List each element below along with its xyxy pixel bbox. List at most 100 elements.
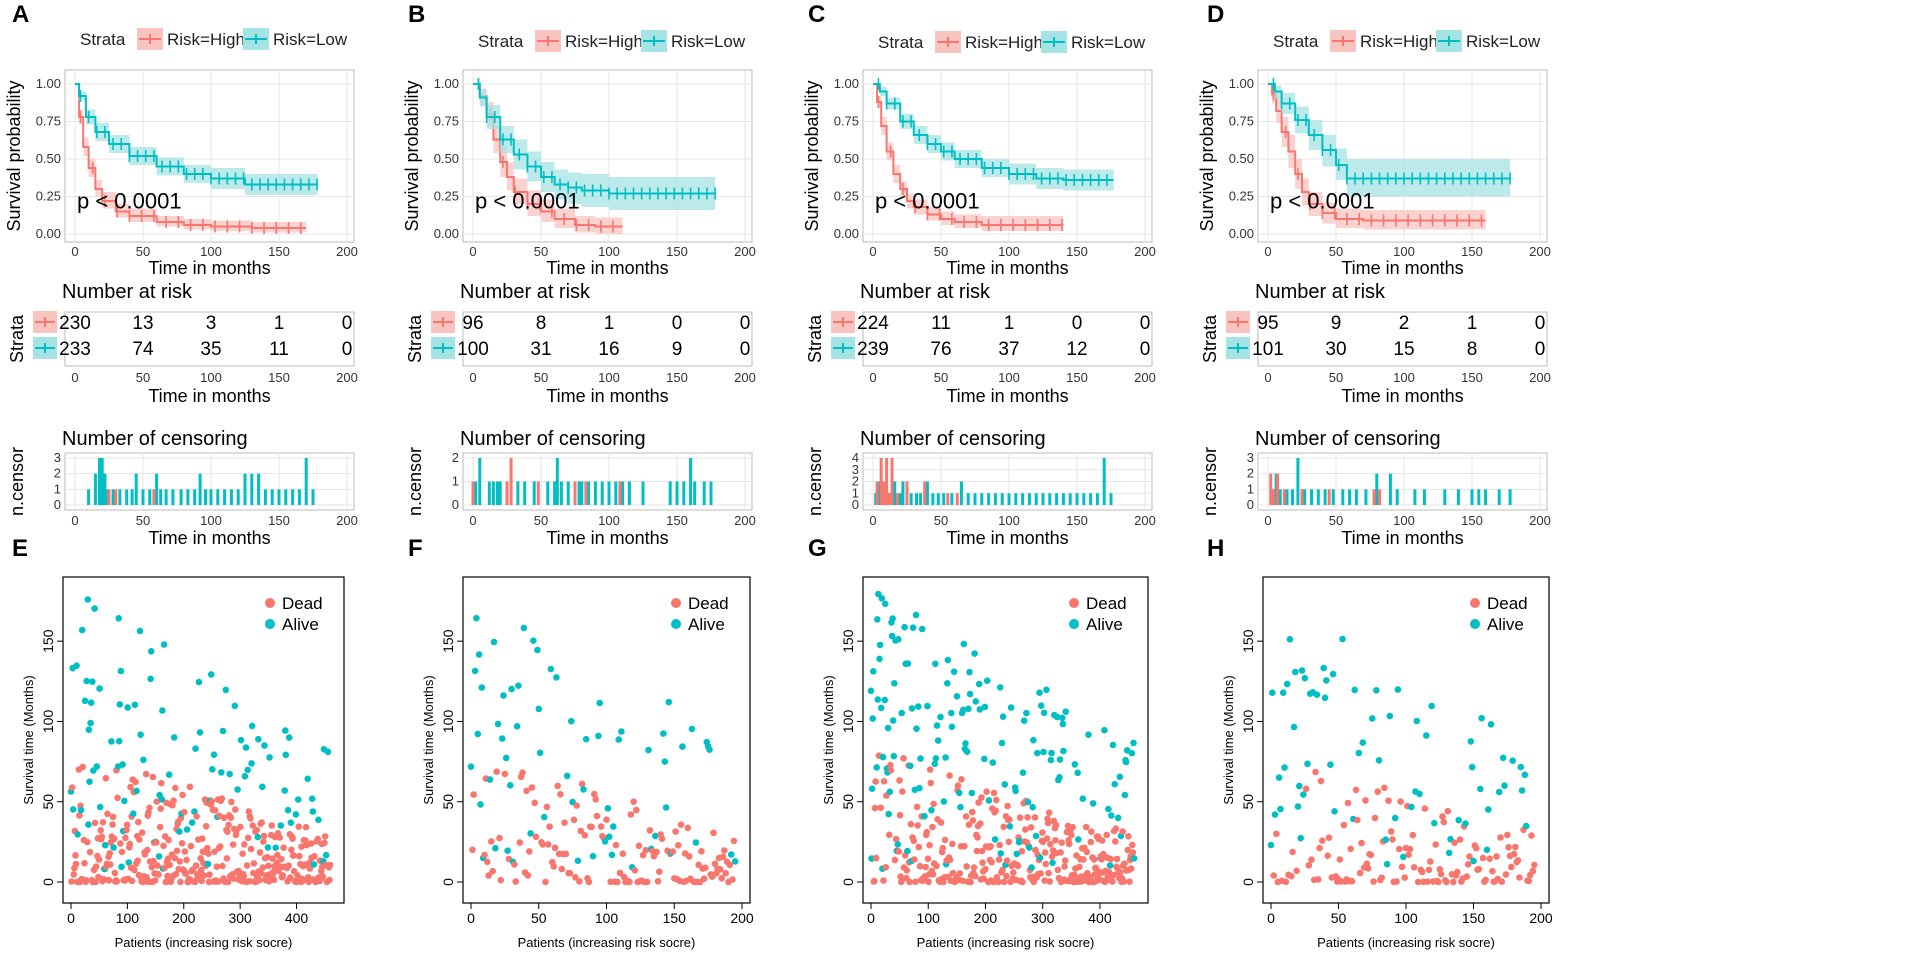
scatter-point-alive [1478, 714, 1485, 722]
scatter-point-dead [1493, 853, 1500, 860]
scatter-point-dead [979, 859, 986, 866]
risk-x-axis-title: Time in months [546, 386, 668, 406]
scatter-point-dead [1475, 865, 1483, 873]
scatter-point-alive [84, 596, 92, 603]
censor-bar-low [284, 489, 288, 505]
km-x-tick-label: 100 [1393, 244, 1415, 259]
censor-bar-low [915, 493, 919, 505]
censor-bar-low [909, 493, 913, 505]
scatter-point-dead [253, 826, 260, 834]
scatter-point-dead [937, 819, 945, 826]
scatter-point-dead [872, 854, 880, 862]
scatter-point-alive [904, 847, 911, 855]
censor-bar-low [546, 481, 550, 505]
scatter-point-dead [1057, 849, 1064, 856]
scatter-point-dead [969, 808, 976, 816]
censor-x-tick-label: 0 [71, 513, 78, 528]
scatter-point-alive [1059, 714, 1066, 722]
scatter-point-alive [913, 725, 920, 732]
censor-y-tick-label: 3 [54, 450, 61, 465]
scatter-point-dead [1437, 870, 1445, 878]
scatter-point-dead [148, 863, 156, 871]
scatter-point-alive [890, 752, 898, 760]
scatter-point-dead [256, 849, 264, 856]
censor-bar-low [209, 489, 213, 505]
risk-table-y-title: Strata [1200, 314, 1220, 363]
scatter-point-alive [1089, 800, 1097, 807]
scatter-point-dead [543, 803, 551, 811]
scatter-point-alive [272, 844, 280, 851]
scatter-point-dead [635, 842, 643, 850]
p-value: p < 0.0001 [1270, 189, 1375, 214]
scatter-point-alive [234, 786, 241, 793]
panel-letter-c: C [808, 1, 825, 28]
scatter-point-alive [1522, 822, 1530, 830]
scatter-y-tick-label: 0 [840, 878, 856, 886]
scatter-point-alive [231, 702, 239, 710]
scatter-y-tick-label: 0 [1240, 878, 1256, 886]
censor-bar-high [879, 458, 883, 505]
scatter-point-dead [593, 812, 601, 820]
scatter-point-dead [227, 814, 235, 821]
scatter-point-dead [1003, 872, 1010, 880]
scatter-x-tick-label: 300 [228, 910, 252, 926]
scatter-point-dead [91, 819, 99, 827]
scatter-point-alive [1106, 862, 1114, 869]
scatter-point-dead [246, 878, 253, 885]
scatter-point-alive [116, 701, 124, 708]
scatter-point-dead [153, 839, 160, 846]
scatter-point-dead [519, 769, 526, 776]
scatter-point-alive [874, 696, 882, 703]
censor-bar-low [614, 481, 618, 505]
censor-x-axis-title: Time in months [148, 528, 270, 548]
scatter-point-alive [1114, 814, 1122, 822]
risk-count-low: 8 [1467, 339, 1478, 360]
scatter-point-alive [118, 863, 125, 871]
scatter-point-alive [645, 746, 652, 754]
scatter-point-dead [895, 848, 903, 855]
km-panel-a: A Strata Risk=High Risk=Low 0.00 0.25 0.50 0.75… [4, 1, 358, 548]
scatter-point-alive [1128, 749, 1136, 757]
km-y-tick-label: 1.00 [36, 76, 61, 91]
scatter-point-dead [929, 823, 936, 831]
scatter-point-alive [981, 755, 988, 763]
scatter-point-dead [269, 855, 276, 862]
scatter-point-alive [490, 638, 498, 646]
censor-bar-low [263, 489, 267, 505]
scatter-point-dead [161, 864, 168, 872]
scatter-point-dead [183, 856, 190, 864]
scatter-point-alive [137, 731, 144, 738]
risk-table-frame [1257, 311, 1548, 367]
censor-bar-low [987, 493, 991, 505]
risk-count-low: 31 [530, 339, 551, 360]
scatter-point-dead [1512, 843, 1519, 851]
censor-bar-low [1375, 473, 1379, 505]
scatter-point-dead [603, 816, 610, 823]
scatter-point-dead [1444, 807, 1452, 815]
scatter-point-alive [873, 764, 880, 771]
scatter-point-dead [1112, 825, 1120, 832]
scatter-point-alive [547, 665, 555, 673]
scatter-point-alive [1275, 774, 1283, 781]
censor-bar-low [516, 481, 520, 505]
censor-bar-high [890, 458, 894, 505]
scatter-point-dead [1098, 837, 1106, 844]
scatter-legend-label-alive: Alive [688, 615, 725, 634]
scatter-point-alive [963, 748, 971, 755]
scatter-point-alive [915, 703, 922, 710]
scatter-point-dead [1389, 836, 1396, 843]
risk-x-tick-label: 0 [469, 370, 476, 385]
scatter-point-alive [1101, 726, 1108, 734]
scatter-point-dead [296, 852, 303, 860]
scatter-point-dead [557, 791, 564, 798]
scatter-point-alive [304, 775, 312, 783]
scatter-point-dead [702, 864, 709, 872]
scatter-point-dead [1112, 838, 1119, 845]
scatter-point-alive [605, 833, 613, 840]
scatter-point-alive [248, 722, 256, 730]
scatter-point-alive [1013, 850, 1021, 858]
censor-bar-low [925, 481, 929, 505]
censor-x-tick-label: 0 [469, 513, 476, 528]
scatter-point-dead [208, 798, 216, 805]
scatter-point-dead [982, 865, 989, 873]
